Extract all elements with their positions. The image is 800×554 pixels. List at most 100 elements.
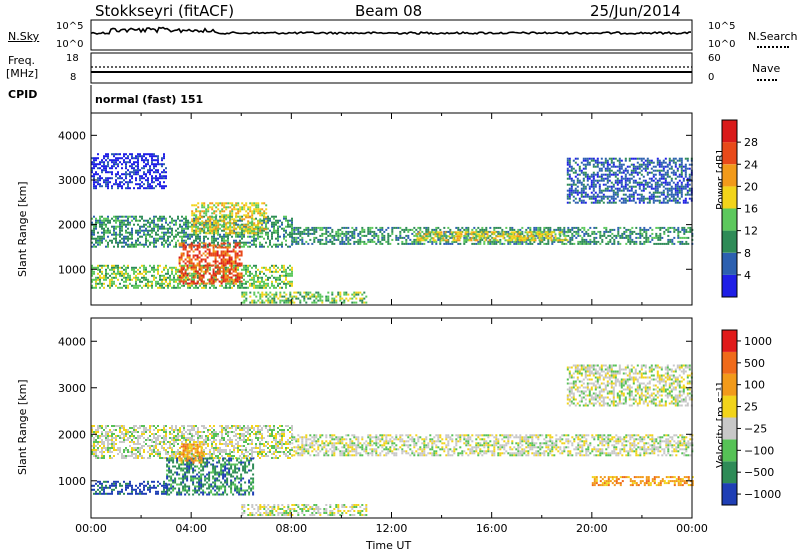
- power-data-cell: [405, 234, 408, 237]
- power-data-cell: [670, 167, 673, 170]
- power-data-cell: [265, 231, 267, 234]
- power-data-cell: [245, 297, 248, 300]
- power-data-cell: [192, 268, 195, 271]
- power-data-cell: [195, 239, 197, 242]
- power-data-cell: [457, 242, 460, 245]
- power-data-cell: [115, 233, 117, 236]
- power-data-cell: [351, 230, 354, 233]
- power-data-cell: [210, 274, 213, 277]
- power-data-cell: [245, 214, 248, 217]
- power-data-cell: [217, 202, 220, 205]
- power-data-cell: [123, 221, 125, 224]
- power-data-cell: [115, 181, 117, 184]
- power-colorbar-tick-label: 8: [744, 247, 751, 260]
- power-data-cell: [505, 226, 508, 229]
- power-data-cell: [103, 155, 105, 158]
- power-data-cell: [287, 245, 289, 248]
- power-data-cell: [448, 235, 451, 238]
- power-data-cell: [656, 179, 659, 182]
- power-data-cell: [207, 216, 210, 219]
- velocity-data-cell: [93, 445, 95, 447]
- power-data-cell: [253, 235, 255, 238]
- power-data-cell: [257, 278, 259, 281]
- power-data-cell: [186, 282, 189, 285]
- power-data-cell: [255, 284, 257, 287]
- power-data-cell: [671, 226, 674, 229]
- power-data-cell: [668, 159, 671, 162]
- power-data-cell: [195, 210, 198, 213]
- power-data-cell: [555, 228, 558, 231]
- power-data-cell: [616, 181, 619, 184]
- power-data-cell: [163, 185, 165, 188]
- power-data-cell: [539, 242, 542, 245]
- power-data-cell: [645, 240, 648, 243]
- power-data-cell: [465, 240, 468, 243]
- power-data-cell: [405, 228, 408, 231]
- power-data-cell: [291, 242, 294, 245]
- power-data-cell: [188, 272, 191, 275]
- power-data-cell: [103, 169, 105, 172]
- power-data-cell: [163, 276, 165, 279]
- power-data-cell: [184, 258, 187, 261]
- power-data-cell: [211, 235, 213, 238]
- power-data-cell: [684, 171, 687, 174]
- power-data-cell: [500, 235, 503, 238]
- power-data-cell: [195, 223, 197, 226]
- power-data-cell: [277, 233, 279, 236]
- power-data-cell: [351, 232, 354, 235]
- power-data-cell: [568, 163, 571, 166]
- power-data-cell: [277, 282, 279, 285]
- power-data-cell: [617, 240, 620, 243]
- power-data-cell: [185, 233, 187, 236]
- power-data-cell: [662, 189, 665, 192]
- power-data-cell: [231, 230, 234, 233]
- power-data-cell: [211, 228, 214, 231]
- power-data-cell: [293, 240, 296, 243]
- power-data-cell: [674, 177, 677, 180]
- power-data-cell: [578, 167, 581, 170]
- power-data-cell: [206, 270, 209, 273]
- power-data-cell: [588, 187, 591, 190]
- power-data-cell: [624, 167, 627, 170]
- power-data-cell: [454, 239, 457, 242]
- power-data-cell: [167, 282, 169, 285]
- power-data-cell: [205, 226, 208, 229]
- power-data-cell: [600, 199, 603, 202]
- power-data-cell: [458, 237, 461, 240]
- power-data-cell: [616, 189, 619, 192]
- power-data-cell: [449, 232, 452, 235]
- power-data-cell: [572, 159, 575, 162]
- power-data-cell: [539, 240, 542, 243]
- power-data-cell: [612, 173, 615, 176]
- power-data-cell: [115, 183, 117, 186]
- power-data-cell: [415, 228, 418, 231]
- power-data-cell: [679, 236, 682, 239]
- power-data-cell: [495, 242, 498, 245]
- power-data-cell: [273, 217, 275, 220]
- power-data-cell: [119, 223, 121, 226]
- power-data-cell: [331, 242, 334, 245]
- power-data-cell: [603, 230, 606, 233]
- power-data-cell: [405, 238, 408, 241]
- power-data-cell: [177, 270, 179, 273]
- power-data-cell: [241, 286, 243, 289]
- power-data-cell: [626, 177, 629, 180]
- power-data-cell: [127, 266, 129, 269]
- power-data-cell: [686, 185, 689, 188]
- power-data-cell: [165, 171, 167, 174]
- power-data-cell: [259, 270, 261, 273]
- power-data-cell: [111, 280, 113, 283]
- power-data-cell: [387, 226, 390, 229]
- power-data-cell: [115, 225, 117, 228]
- power-data-cell: [253, 278, 255, 281]
- power-data-cell: [211, 218, 214, 221]
- power-data-cell: [147, 280, 149, 283]
- power-data-cell: [251, 276, 253, 279]
- power-data-cell: [177, 217, 179, 220]
- power-data-cell: [167, 223, 169, 226]
- power-data-cell: [538, 239, 541, 242]
- power-data-cell: [201, 204, 204, 207]
- power-data-cell: [655, 234, 658, 237]
- power-data-cell: [265, 217, 267, 220]
- power-data-cell: [305, 226, 308, 229]
